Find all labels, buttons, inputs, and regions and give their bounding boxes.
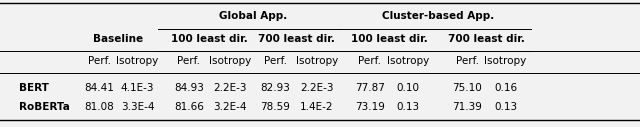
Text: 75.10: 75.10 — [452, 83, 482, 93]
Text: 84.93: 84.93 — [174, 83, 204, 93]
Text: 81.08: 81.08 — [84, 102, 114, 112]
Text: Isotropy: Isotropy — [296, 56, 338, 66]
Text: 78.59: 78.59 — [260, 102, 290, 112]
Text: 73.19: 73.19 — [355, 102, 385, 112]
Text: Isotropy: Isotropy — [484, 56, 527, 66]
Text: 77.87: 77.87 — [355, 83, 385, 93]
Text: 82.93: 82.93 — [260, 83, 290, 93]
Text: Perf.: Perf. — [177, 56, 200, 66]
Text: 4.1E-3: 4.1E-3 — [121, 83, 154, 93]
Text: Perf.: Perf. — [358, 56, 381, 66]
Text: BERT: BERT — [19, 83, 49, 93]
Text: 0.13: 0.13 — [494, 102, 517, 112]
Text: 81.66: 81.66 — [174, 102, 204, 112]
Text: 84.41: 84.41 — [84, 83, 114, 93]
Text: 0.16: 0.16 — [494, 83, 517, 93]
Text: 100 least dir.: 100 least dir. — [351, 34, 428, 44]
Text: 100 least dir.: 100 least dir. — [172, 34, 248, 44]
Text: Baseline: Baseline — [93, 34, 143, 44]
Text: 700 least dir.: 700 least dir. — [257, 34, 335, 44]
Text: Isotropy: Isotropy — [209, 56, 252, 66]
Text: Cluster-based App.: Cluster-based App. — [381, 11, 494, 21]
Text: Perf.: Perf. — [456, 56, 479, 66]
Text: 2.2E-3: 2.2E-3 — [300, 83, 333, 93]
Text: Perf.: Perf. — [264, 56, 287, 66]
Text: 0.10: 0.10 — [397, 83, 420, 93]
Text: 700 least dir.: 700 least dir. — [448, 34, 525, 44]
Text: 0.13: 0.13 — [397, 102, 420, 112]
Text: Perf.: Perf. — [88, 56, 111, 66]
Text: 71.39: 71.39 — [452, 102, 482, 112]
Text: RoBERTa: RoBERTa — [19, 102, 70, 112]
Text: Isotropy: Isotropy — [387, 56, 429, 66]
Text: Isotropy: Isotropy — [116, 56, 159, 66]
Text: 3.3E-4: 3.3E-4 — [121, 102, 154, 112]
Text: 2.2E-3: 2.2E-3 — [214, 83, 247, 93]
Text: 3.2E-4: 3.2E-4 — [214, 102, 247, 112]
Text: Global App.: Global App. — [219, 11, 287, 21]
Text: 1.4E-2: 1.4E-2 — [300, 102, 333, 112]
